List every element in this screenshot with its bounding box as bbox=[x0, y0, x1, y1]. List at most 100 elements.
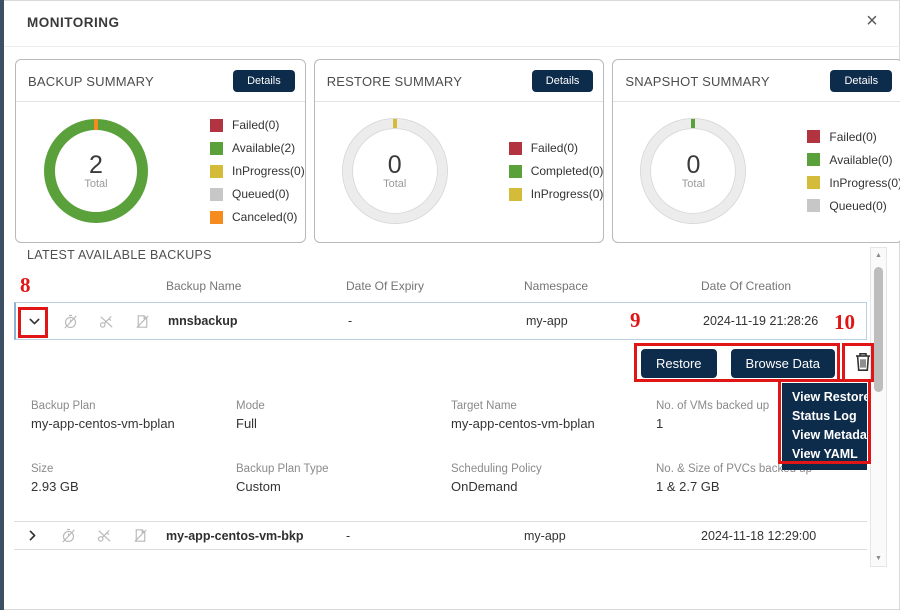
created-cell: 2024-11-18 12:29:00 bbox=[701, 528, 817, 543]
snapshot-total-label: Total bbox=[681, 178, 706, 190]
expiry-cell: - bbox=[346, 528, 351, 543]
annotation-number-10: 10 bbox=[834, 310, 855, 334]
legend-item: InProgress(0) bbox=[508, 187, 604, 201]
menu-item-view-restores[interactable]: View Restores bbox=[792, 390, 878, 404]
table-row[interactable]: mnsbackup - my-app 2024-11-19 21:28:26 bbox=[14, 302, 867, 340]
clock-slash-icon bbox=[59, 310, 81, 332]
namespace-cell: my-app bbox=[526, 314, 568, 328]
delete-backup-button[interactable] bbox=[849, 348, 877, 378]
backup-total-label: Total bbox=[84, 178, 108, 190]
legend-item: Queued(0) bbox=[210, 187, 305, 201]
backup-actions-dropdown: View Restores Status Log View Metadata V… bbox=[782, 383, 878, 470]
backup-name-cell: my-app-centos-vm-bkp bbox=[166, 528, 304, 543]
legend-label: Canceled(0) bbox=[232, 210, 298, 224]
key-slash-icon bbox=[93, 525, 115, 547]
detail-vms-backed-up: No. of VMs backed up 1 bbox=[656, 400, 770, 431]
legend-label: Queued(0) bbox=[829, 198, 887, 213]
legend-swatch bbox=[210, 141, 223, 155]
backup-details-button[interactable]: Details bbox=[233, 70, 295, 92]
created-cell: 2024-11-19 21:28:26 bbox=[703, 314, 819, 328]
snapshot-total-count: 0 bbox=[686, 151, 701, 179]
legend-swatch bbox=[210, 187, 223, 201]
legend-item: InProgress(0) bbox=[210, 164, 305, 178]
annotation-number-9: 9 bbox=[630, 308, 641, 332]
background-page-edge bbox=[0, 0, 4, 610]
trash-icon bbox=[852, 350, 874, 377]
scroll-up-icon[interactable]: ▲ bbox=[875, 252, 882, 259]
legend-label: Available(0) bbox=[829, 152, 893, 167]
legend-swatch bbox=[807, 176, 821, 189]
restore-donut-tick bbox=[392, 119, 397, 128]
legend-swatch bbox=[807, 130, 821, 143]
legend-label: InProgress(0) bbox=[530, 187, 604, 201]
snapshot-details-button[interactable]: Details bbox=[830, 70, 893, 92]
column-date-of-expiry: Date Of Expiry bbox=[346, 279, 425, 293]
legend-label: Failed(0) bbox=[530, 141, 579, 155]
legend-swatch bbox=[508, 164, 522, 178]
legend-label: Failed(0) bbox=[232, 118, 280, 132]
legend-item: Completed(0) bbox=[508, 164, 603, 178]
scroll-down-icon[interactable]: ▼ bbox=[875, 555, 882, 562]
expand-chevron-right-icon[interactable] bbox=[21, 525, 43, 547]
document-slash-icon bbox=[131, 310, 153, 332]
namespace-cell: my-app bbox=[524, 528, 566, 543]
legend-item: Failed(0) bbox=[210, 118, 305, 132]
detail-scheduling-policy: Scheduling Policy OnDemand bbox=[451, 463, 542, 494]
restore-total-label: Total bbox=[383, 178, 407, 190]
snapshot-legend: Failed(0) Available(0) InProgress(0) Que… bbox=[807, 130, 900, 213]
table-row[interactable]: my-app-centos-vm-bkp - my-app 2024-11-18… bbox=[14, 521, 867, 550]
menu-item-status-log[interactable]: Status Log bbox=[792, 409, 857, 423]
legend-swatch bbox=[210, 210, 223, 224]
legend-swatch bbox=[508, 141, 522, 155]
legend-label: InProgress(0) bbox=[829, 175, 900, 190]
menu-item-view-yaml[interactable]: View YAML bbox=[792, 447, 858, 461]
legend-item: Canceled(0) bbox=[210, 210, 305, 224]
collapse-chevron-down-icon[interactable] bbox=[23, 310, 45, 332]
backup-donut-chart: 2 Total bbox=[44, 119, 148, 223]
legend-item: Available(0) bbox=[807, 153, 900, 167]
detail-pvcs-backed-up: No. & Size of PVCs backed up 1 & 2.7 GB bbox=[656, 463, 812, 494]
expiry-cell: - bbox=[348, 314, 353, 328]
legend-label: InProgress(0) bbox=[232, 164, 305, 178]
restore-summary-card: RESTORE SUMMARY Details 0 Total Failed(0… bbox=[313, 59, 605, 243]
legend-item: Queued(0) bbox=[807, 199, 900, 213]
header-divider bbox=[1, 46, 900, 47]
restore-summary-title: RESTORE SUMMARY bbox=[326, 73, 463, 89]
restore-total-count: 0 bbox=[387, 151, 402, 179]
latest-backups-title: LATEST AVAILABLE BACKUPS bbox=[27, 248, 212, 262]
document-slash-icon bbox=[129, 525, 151, 547]
restore-details-button[interactable]: Details bbox=[531, 70, 594, 92]
restore-button[interactable]: Restore bbox=[641, 348, 717, 378]
backup-total-count: 2 bbox=[89, 151, 103, 179]
column-date-of-creation: Date Of Creation bbox=[701, 279, 792, 293]
browse-data-button[interactable]: Browse Data bbox=[730, 348, 835, 378]
legend-item: Failed(0) bbox=[807, 130, 900, 144]
backup-action-bar: Restore Browse Data bbox=[641, 347, 900, 379]
snapshot-donut-chart: 0 Total bbox=[641, 119, 746, 223]
legend-label: Queued(0) bbox=[232, 187, 290, 201]
detail-mode: Mode Full bbox=[236, 400, 265, 431]
legend-item: InProgress(0) bbox=[807, 176, 900, 190]
menu-item-view-metadata[interactable]: View Metadata bbox=[792, 428, 878, 442]
legend-swatch bbox=[210, 118, 223, 132]
detail-backup-plan-type: Backup Plan Type Custom bbox=[236, 463, 329, 494]
legend-item: Failed(0) bbox=[508, 141, 604, 155]
legend-swatch bbox=[508, 187, 522, 201]
summary-cards-row: BACKUP SUMMARY Details 2 Total Failed(0)… bbox=[15, 59, 900, 243]
detail-size: Size 2.93 GB bbox=[31, 463, 79, 494]
key-slash-icon bbox=[95, 310, 117, 332]
annotation-number-8: 8 bbox=[20, 273, 31, 297]
page-title: MONITORING bbox=[27, 15, 120, 30]
close-icon[interactable]: × bbox=[866, 10, 878, 32]
backup-name-cell: mnsbackup bbox=[168, 314, 238, 328]
scrollbar-thumb[interactable] bbox=[874, 267, 883, 392]
legend-label: Available(2) bbox=[232, 141, 296, 155]
detail-backup-plan: Backup Plan my-app-centos-vm-bplan bbox=[31, 400, 175, 431]
backup-summary-card: BACKUP SUMMARY Details 2 Total Failed(0)… bbox=[15, 59, 306, 243]
backup-donut-tick bbox=[94, 119, 98, 130]
snapshot-summary-card: SNAPSHOT SUMMARY Details 0 Total Failed(… bbox=[612, 59, 900, 243]
table-scrollbar[interactable]: ▲ ▼ bbox=[870, 247, 887, 567]
column-backup-name: Backup Name bbox=[166, 279, 242, 293]
legend-label: Failed(0) bbox=[829, 129, 877, 144]
